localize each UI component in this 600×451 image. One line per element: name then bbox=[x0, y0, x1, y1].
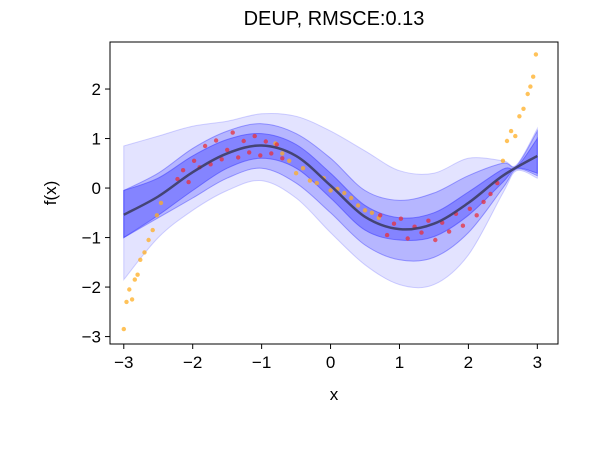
y-axis-label: f(x) bbox=[41, 181, 60, 206]
scatter-point-orange bbox=[355, 203, 361, 208]
scatter-point-red bbox=[191, 158, 197, 163]
mean-line bbox=[123, 144, 538, 231]
x-axis-ticks: −3 −2 −1 0 1 2 3 bbox=[114, 344, 542, 372]
x-tick-label: −3 bbox=[114, 353, 133, 372]
scatter-point-orange bbox=[525, 91, 530, 97]
y-tick-label: −3 bbox=[82, 328, 101, 347]
scatter-point-red bbox=[378, 213, 383, 218]
scatter-point-red bbox=[398, 216, 404, 221]
scatter-point-red bbox=[263, 139, 268, 144]
x-tick-label: 2 bbox=[464, 353, 473, 372]
scatter-point-red bbox=[180, 168, 186, 173]
scatter-point-red bbox=[419, 230, 424, 235]
scatter-point-orange bbox=[127, 287, 132, 292]
scatter-point-orange bbox=[287, 158, 292, 163]
x-tick-label: 0 bbox=[326, 353, 335, 372]
scatter-point-red bbox=[225, 147, 230, 153]
scatter-point-red bbox=[269, 151, 274, 156]
scatter-point-orange bbox=[533, 52, 539, 57]
scatter-point-red bbox=[252, 133, 257, 139]
scatter-point-red bbox=[175, 176, 180, 182]
y-tick-label: −2 bbox=[82, 278, 101, 297]
scatter-point-orange bbox=[508, 128, 514, 134]
scatter-point-orange bbox=[517, 114, 522, 119]
scatter-point-red bbox=[247, 150, 252, 155]
y-tick-label: 0 bbox=[92, 179, 101, 198]
scatter-point-red bbox=[474, 213, 479, 218]
scatter-point-red bbox=[186, 179, 191, 185]
scatter-point-red bbox=[258, 153, 263, 158]
scatter-point-red bbox=[391, 221, 397, 226]
scatter-point-orange bbox=[129, 297, 135, 302]
scatter-point-orange bbox=[158, 200, 164, 206]
scatter-point-orange bbox=[328, 188, 333, 193]
mean-line-group bbox=[123, 144, 538, 231]
scatter-point-orange bbox=[135, 272, 140, 277]
scatter-point-orange bbox=[369, 210, 375, 215]
scatter-point-orange bbox=[500, 158, 506, 163]
scatter-point-orange bbox=[362, 208, 368, 213]
scatter-point-red bbox=[460, 223, 466, 228]
scatter-point-red bbox=[467, 206, 472, 211]
x-tick-label: −2 bbox=[183, 353, 202, 372]
scatter-point-orange bbox=[142, 250, 147, 255]
scatter-point-red bbox=[202, 143, 208, 149]
uncertainty-bands bbox=[123, 112, 538, 289]
scatter-point-orange bbox=[300, 166, 306, 171]
scatter-point-red bbox=[280, 156, 285, 161]
scatter-point-orange bbox=[307, 178, 313, 183]
x-tick-label: −1 bbox=[252, 353, 271, 372]
scatter-point-red bbox=[481, 199, 486, 205]
scatter-point-orange bbox=[132, 277, 137, 282]
scatter-point-orange bbox=[146, 237, 151, 243]
scatter-point-orange bbox=[349, 195, 354, 201]
scatter-point-orange bbox=[342, 190, 347, 196]
x-axis-label: x bbox=[330, 385, 339, 404]
uncertainty-band-outer bbox=[123, 112, 538, 289]
scatter-point-orange bbox=[280, 151, 285, 156]
plot-frame bbox=[109, 41, 559, 345]
scatter-point-orange bbox=[314, 180, 319, 186]
scatter-point-orange bbox=[521, 106, 526, 112]
y-tick-label: −1 bbox=[82, 229, 101, 248]
x-tick-label: 1 bbox=[395, 353, 404, 372]
scatter-point-orange bbox=[150, 227, 155, 233]
scatter-point-orange bbox=[138, 257, 143, 262]
scatter-point-orange bbox=[513, 133, 518, 139]
scatter-point-orange bbox=[531, 74, 536, 79]
scatter-point-red bbox=[446, 229, 452, 234]
scatter-point-red bbox=[405, 236, 410, 241]
scatter-point-red bbox=[426, 218, 431, 223]
y-tick-label: 1 bbox=[92, 130, 101, 149]
scatter-point-red bbox=[236, 155, 241, 160]
scatter-point-red bbox=[219, 157, 224, 162]
scatter-point-red bbox=[488, 191, 493, 197]
scatter-point-orange bbox=[154, 213, 160, 218]
scatter-point-orange bbox=[124, 299, 129, 305]
scatter-point-orange bbox=[121, 326, 127, 332]
y-axis-ticks: −3 −2 −1 0 1 2 bbox=[82, 80, 110, 347]
scatter-point-orange bbox=[293, 171, 299, 176]
x-tick-label: 3 bbox=[533, 353, 542, 372]
scatter-point-orange bbox=[504, 138, 510, 144]
y-tick-label: 2 bbox=[92, 80, 101, 99]
scatter-point-red bbox=[433, 237, 438, 243]
scatter-point-red bbox=[230, 130, 235, 135]
chart-title: DEUP, RMSCE:0.13 bbox=[244, 8, 425, 30]
scatter-point-red bbox=[384, 232, 390, 238]
scatter-point-red bbox=[213, 138, 219, 143]
scatter-point-red bbox=[274, 142, 279, 147]
scatter-point-orange bbox=[528, 84, 533, 89]
scatter-point-red bbox=[241, 138, 246, 144]
